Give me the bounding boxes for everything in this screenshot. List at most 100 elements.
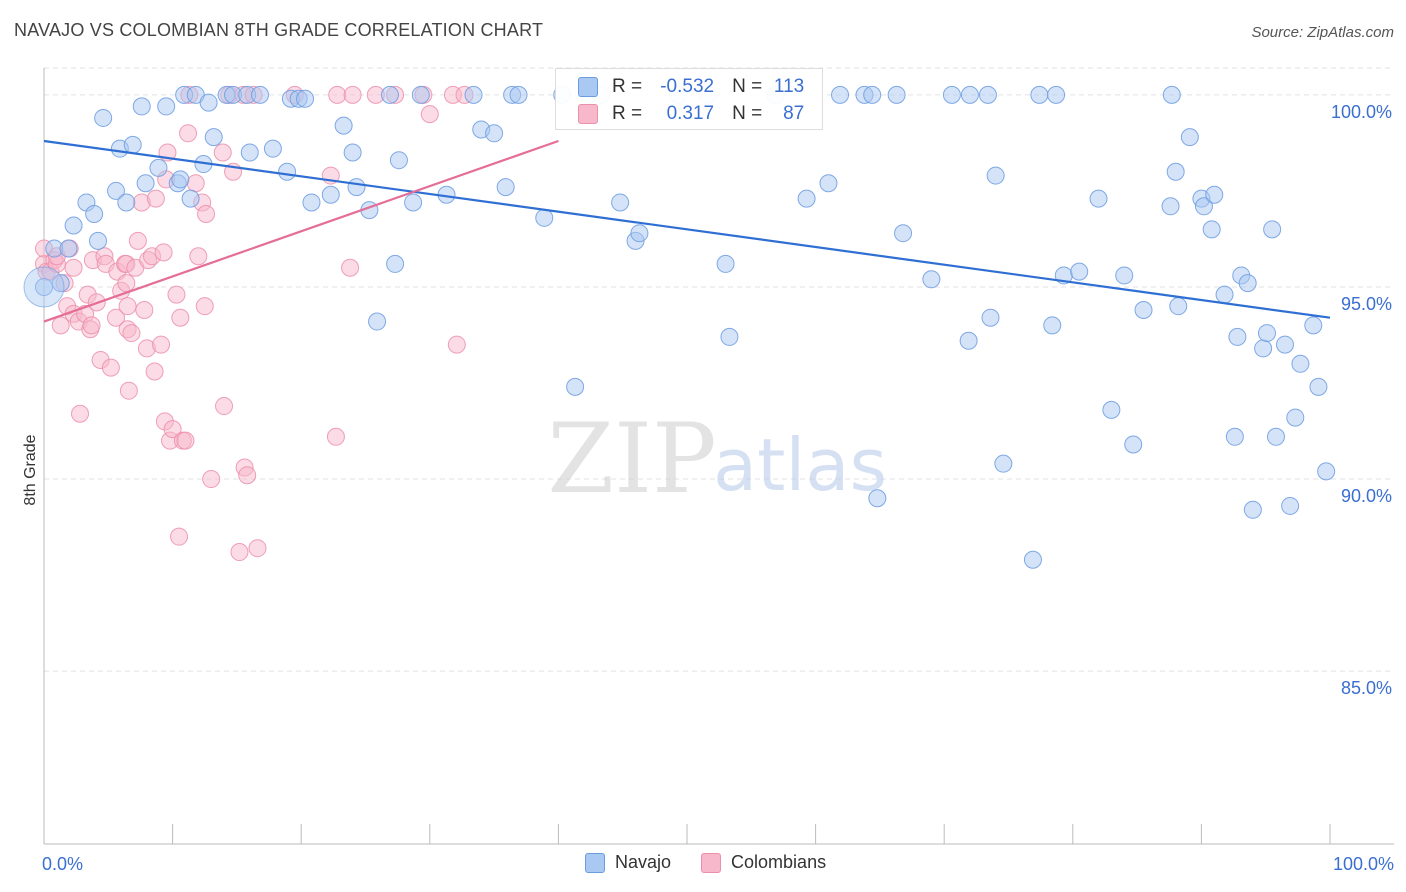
navajo-point [343, 143, 362, 162]
navajo-point [1257, 324, 1276, 343]
navajo-point [149, 158, 168, 177]
navajo-trend-line [43, 139, 1331, 319]
navajo-point [922, 270, 941, 289]
navajo-point [334, 116, 353, 135]
legend-item-navajo[interactable]: Navajo [585, 852, 671, 873]
legend-label-colombians: Colombians [731, 852, 827, 872]
r-value: -0.532 [660, 76, 715, 97]
navajo-point [960, 85, 979, 104]
trend-lines [43, 139, 1331, 323]
navajo-point [819, 174, 838, 193]
navajo-point [978, 85, 997, 104]
navajo-point [35, 277, 53, 296]
navajo-point [535, 208, 554, 227]
navajo-point [831, 85, 850, 104]
navajo-point [1162, 85, 1181, 104]
navajo-point [132, 97, 151, 116]
colombian-point [248, 539, 267, 558]
colombian-point [135, 301, 154, 320]
navajo-point [181, 189, 200, 208]
navajo-point [1304, 316, 1323, 335]
navajo-point [404, 193, 423, 212]
colombian-point [122, 324, 141, 343]
navajo-points [23, 85, 1336, 569]
navajo-point [1089, 189, 1108, 208]
stats-row-navajo: R = -0.532 N = 113 [578, 74, 804, 100]
navajo-point [1166, 162, 1185, 181]
colombian-point [215, 397, 234, 416]
navajo-point [302, 193, 321, 212]
colombian-trend-line [43, 139, 559, 323]
navajo-point [868, 489, 887, 508]
colombian-point [238, 466, 257, 485]
navajo-point [1180, 128, 1199, 147]
navajo-point [1115, 266, 1134, 285]
colombian-point [154, 243, 173, 262]
colombian-point [118, 297, 137, 316]
navajo-swatch [578, 77, 598, 97]
chart-title: NAVAJO VS COLOMBIAN 8TH GRADE CORRELATIO… [14, 20, 544, 40]
legend-label-navajo: Navajo [615, 852, 672, 872]
legend-item-colombians[interactable]: Colombians [701, 852, 826, 873]
navajo-point [1047, 85, 1066, 104]
n-label: N = [732, 103, 763, 124]
navajo-point [1254, 339, 1273, 358]
axes [43, 68, 1394, 845]
colombian-point [202, 470, 221, 489]
colombians-swatch [701, 852, 722, 873]
colombian-point [117, 274, 136, 293]
navajo-point [1238, 274, 1257, 293]
navajo-point [1202, 220, 1221, 239]
colombian-point [326, 427, 345, 446]
navajo-point [386, 254, 405, 273]
colombian-point [230, 543, 249, 562]
y-tick-label: 90.0% [1341, 486, 1392, 506]
colombian-point [447, 335, 466, 354]
navajo-point [171, 170, 190, 189]
n-label: N = [732, 76, 763, 97]
navajo-point [1134, 301, 1153, 320]
navajo-point [716, 254, 735, 273]
navajo-point [199, 93, 218, 112]
y-tick-label: 95.0% [1341, 294, 1392, 314]
navajo-point [85, 204, 104, 223]
colombian-point [119, 381, 138, 400]
navajo-point [1281, 496, 1300, 515]
navajo-point [278, 162, 297, 181]
colombian-point [195, 297, 214, 316]
navajo-point [1317, 462, 1336, 481]
navajo-point [797, 189, 816, 208]
colombian-point [152, 335, 171, 354]
stats-legend: R = -0.532 N = 113 R = 0.317 N = 87 [555, 68, 823, 130]
navajo-point [981, 308, 1000, 327]
navajo-point [1124, 435, 1143, 454]
navajo-point [509, 85, 528, 104]
r-value: 0.317 [666, 103, 715, 124]
navajo-point [64, 216, 83, 235]
colombian-point [170, 527, 189, 546]
navajo-point [23, 266, 65, 308]
n-value: 113 [773, 76, 805, 97]
navajo-point [204, 128, 223, 147]
navajo-point [1263, 220, 1282, 239]
navajo-point [1291, 354, 1310, 373]
navajo-point [611, 193, 630, 212]
y-tick-label: 100.0% [1331, 102, 1392, 122]
colombian-point [107, 308, 126, 327]
navajo-point [411, 85, 430, 104]
y-tick-label: 85.0% [1341, 678, 1392, 698]
navajo-point [1023, 550, 1042, 569]
colombian-point [163, 420, 182, 439]
colombian-point [189, 247, 208, 266]
colombian-point [186, 174, 205, 193]
navajo-point [496, 178, 515, 197]
colombian-point [64, 258, 83, 277]
navajo-point [380, 85, 399, 104]
navajo-point [368, 312, 387, 331]
source-label: Source: ZipAtlas.com [1251, 24, 1394, 41]
navajo-point [1243, 500, 1262, 519]
watermark-zip: ZIP [547, 403, 716, 515]
navajo-point [1309, 377, 1328, 396]
colombian-point [420, 105, 439, 124]
navajo-point [59, 239, 78, 258]
